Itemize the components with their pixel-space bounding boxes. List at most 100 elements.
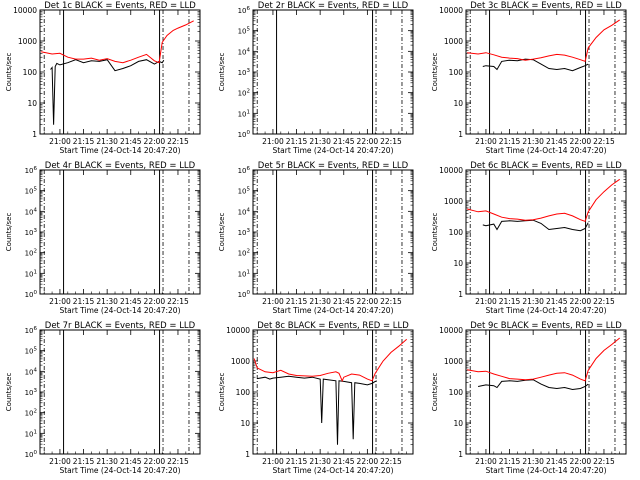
y-tick-label: 1000 bbox=[18, 37, 37, 46]
x-tick-label: 22:15 bbox=[380, 297, 402, 306]
x-tick-label: 22:00 bbox=[144, 297, 166, 306]
y-tick-label: 105 bbox=[238, 187, 251, 196]
y-tick-label: 100 bbox=[25, 290, 38, 299]
x-tick-label: 21:45 bbox=[333, 457, 355, 466]
x-axis-label: Start Time (24-Oct-14 20:47:20) bbox=[272, 306, 393, 315]
x-tick-label: 22:00 bbox=[570, 457, 592, 466]
y-tick-label: 101 bbox=[238, 269, 250, 278]
series-events bbox=[482, 219, 589, 232]
y-tick-label: 1000 bbox=[444, 357, 463, 366]
detector-panel-5: Det 5r BLACK = Events, RED = LLD Counts/s… bbox=[218, 161, 414, 315]
x-tick-label: 21:30 bbox=[96, 297, 118, 306]
detector-panel-8: Det 8c BLACK = Events, RED = LLD Counts/s… bbox=[218, 321, 414, 475]
y-tick-label: 100 bbox=[238, 290, 251, 299]
y-tick-label: 105 bbox=[25, 347, 38, 356]
y-axis-label: Counts/sec bbox=[431, 213, 439, 252]
y-axis-label: Counts/sec bbox=[218, 373, 226, 412]
x-tick-label: 21:00 bbox=[49, 137, 71, 146]
y-tick-label: 10 bbox=[453, 259, 463, 268]
y-tick-label: 1000 bbox=[444, 197, 463, 206]
x-tick-label: 21:15 bbox=[73, 457, 95, 466]
x-tick-label: 21:45 bbox=[546, 137, 568, 146]
y-axis-label: Counts/sec bbox=[431, 373, 439, 412]
y-tick-label: 103 bbox=[238, 68, 251, 77]
panel-title: Det 1c BLACK = Events, RED = LLD bbox=[44, 1, 196, 11]
x-axis-label: Start Time (24-Oct-14 20:47:20) bbox=[485, 146, 606, 155]
x-tick-label: 21:00 bbox=[475, 297, 497, 306]
x-tick-label: 21:45 bbox=[120, 297, 142, 306]
x-tick-label: 21:00 bbox=[49, 297, 71, 306]
x-tick-label: 21:15 bbox=[499, 457, 521, 466]
panel-title: Det 6c BLACK = Events, RED = LLD bbox=[470, 161, 622, 171]
detector-panel-1: Det 1c BLACK = Events, RED = LLD Counts/s… bbox=[5, 1, 201, 155]
x-tick-label: 22:15 bbox=[167, 137, 189, 146]
x-tick-label: 21:30 bbox=[309, 137, 331, 146]
y-tick-label: 104 bbox=[25, 367, 38, 376]
y-tick-label: 102 bbox=[25, 249, 37, 258]
panel-title: Det 2r BLACK = Events, RED = LLD bbox=[258, 1, 409, 11]
y-tick-label: 100 bbox=[236, 388, 251, 397]
x-tick-label: 21:00 bbox=[49, 457, 71, 466]
y-tick-label: 106 bbox=[25, 326, 38, 335]
y-tick-label: 100 bbox=[449, 388, 464, 397]
x-tick-label: 22:00 bbox=[144, 457, 166, 466]
x-tick-label: 21:15 bbox=[286, 297, 308, 306]
y-axis-label: Counts/sec bbox=[5, 373, 13, 412]
x-axis-label: Start Time (24-Oct-14 20:47:20) bbox=[59, 146, 180, 155]
x-tick-label: 22:15 bbox=[593, 457, 615, 466]
series-events bbox=[257, 375, 377, 445]
detector-panel-2: Det 2r BLACK = Events, RED = LLD Counts/s… bbox=[218, 1, 414, 155]
series-lld bbox=[466, 178, 620, 223]
x-tick-label: 21:30 bbox=[96, 137, 118, 146]
y-tick-label: 101 bbox=[238, 109, 250, 118]
y-tick-label: 1000 bbox=[444, 37, 463, 46]
y-tick-label: 10 bbox=[453, 99, 463, 108]
x-tick-label: 22:15 bbox=[593, 297, 615, 306]
y-tick-label: 104 bbox=[238, 207, 251, 216]
y-tick-label: 100 bbox=[449, 68, 464, 77]
y-tick-label: 106 bbox=[238, 166, 251, 175]
y-tick-label: 106 bbox=[25, 166, 38, 175]
y-tick-label: 102 bbox=[238, 249, 250, 258]
x-tick-label: 21:15 bbox=[499, 137, 521, 146]
series-lld bbox=[41, 20, 194, 64]
y-tick-label: 101 bbox=[25, 269, 37, 278]
y-axis-label: Counts/sec bbox=[218, 213, 226, 252]
y-tick-label: 102 bbox=[238, 89, 250, 98]
x-tick-label: 22:15 bbox=[380, 137, 402, 146]
x-tick-label: 22:00 bbox=[357, 457, 379, 466]
y-tick-label: 10000 bbox=[439, 166, 463, 175]
series-events bbox=[477, 379, 589, 391]
detector-panel-9: Det 9c BLACK = Events, RED = LLD Counts/s… bbox=[431, 321, 627, 475]
y-tick-label: 1 bbox=[458, 450, 463, 459]
x-tick-label: 21:45 bbox=[120, 457, 142, 466]
y-tick-label: 10000 bbox=[439, 6, 463, 15]
y-tick-label: 10000 bbox=[226, 326, 250, 335]
x-tick-label: 21:30 bbox=[309, 457, 331, 466]
x-tick-label: 21:15 bbox=[286, 457, 308, 466]
y-tick-label: 106 bbox=[238, 6, 251, 15]
x-tick-label: 21:45 bbox=[333, 297, 355, 306]
y-tick-label: 103 bbox=[25, 228, 38, 237]
y-tick-label: 102 bbox=[25, 409, 37, 418]
x-tick-label: 21:45 bbox=[546, 297, 568, 306]
x-tick-label: 22:00 bbox=[570, 137, 592, 146]
x-tick-label: 21:15 bbox=[499, 297, 521, 306]
series-lld bbox=[467, 19, 620, 63]
x-tick-label: 21:15 bbox=[73, 137, 95, 146]
x-tick-label: 21:00 bbox=[262, 297, 284, 306]
y-tick-label: 104 bbox=[25, 207, 38, 216]
x-axis-label: Start Time (24-Oct-14 20:47:20) bbox=[272, 146, 393, 155]
y-tick-label: 100 bbox=[25, 450, 38, 459]
panel-title: Det 4r BLACK = Events, RED = LLD bbox=[45, 161, 196, 171]
y-tick-label: 10000 bbox=[13, 6, 37, 15]
y-tick-label: 10 bbox=[240, 419, 250, 428]
x-tick-label: 21:45 bbox=[546, 457, 568, 466]
y-tick-label: 100 bbox=[23, 68, 38, 77]
x-tick-label: 22:15 bbox=[167, 297, 189, 306]
series-events bbox=[50, 59, 165, 125]
x-tick-label: 21:00 bbox=[475, 137, 497, 146]
detector-panel-4: Det 4r BLACK = Events, RED = LLD Counts/s… bbox=[5, 161, 201, 315]
x-tick-label: 21:30 bbox=[309, 297, 331, 306]
